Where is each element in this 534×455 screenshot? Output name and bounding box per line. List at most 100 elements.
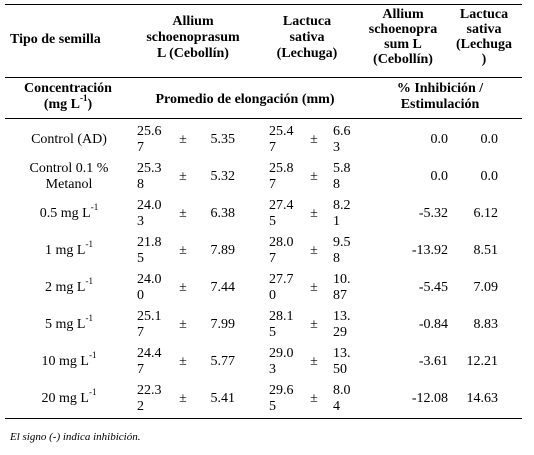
allium-sd: 7.89	[210, 243, 236, 258]
allium-mean-line2: 5	[137, 251, 144, 266]
row-label: 1 mg L-1	[10, 240, 128, 259]
allium-percent: -0.84	[418, 317, 448, 332]
row-label: 5 mg L-1	[10, 314, 128, 333]
header-concentracion: Concentración (mg L-1)	[8, 81, 128, 113]
allium-mean-line1: 25.1	[137, 309, 162, 324]
row-label-exponent: -1	[90, 202, 99, 213]
allium-percent: -5.45	[418, 280, 448, 295]
header-lactuca-1-line3: (Lechuga)	[276, 46, 338, 61]
allium-sd: 6.38	[210, 206, 236, 221]
lactuca-sd-line2: 8	[333, 251, 340, 266]
allium-mean: 24.0 3	[137, 198, 162, 230]
row-label-text-line2: Metanol	[45, 177, 93, 192]
allium-mean: 22.3 2	[137, 383, 162, 415]
header-concentracion-unit-exponent: -1	[80, 93, 88, 104]
row-label-text: 10 mg L	[41, 354, 89, 369]
footnote: El signo (-) indica inhibición.	[10, 431, 141, 443]
allium-plus-minus: ±	[179, 243, 187, 258]
allium-mean-line2: 3	[137, 214, 144, 229]
allium-percent: -3.61	[418, 354, 448, 369]
lactuca-percent: 14.63	[466, 391, 499, 406]
header-allium-2-line4: (Cebollín)	[373, 52, 433, 67]
allium-mean-line1: 25.6	[137, 124, 162, 139]
lactuca-mean-line1: 27.7	[269, 272, 294, 287]
lactuca-mean-line1: 29.6	[269, 383, 294, 398]
lactuca-mean-line1: 28.1	[269, 309, 294, 324]
allium-sd: 5.77	[210, 354, 236, 369]
lactuca-plus-minus: ±	[310, 132, 318, 147]
allium-mean: 25.1 7	[137, 309, 162, 341]
lactuca-percent: 8.83	[473, 317, 499, 332]
allium-sd: 5.35	[210, 132, 236, 147]
allium-mean: 21.8 5	[137, 235, 162, 267]
row-label-text: 1 mg L	[45, 243, 86, 258]
allium-mean: 25.3 8	[137, 161, 162, 193]
lactuca-sd: 13. 50	[333, 346, 359, 378]
lactuca-sd: 8.2 1	[333, 198, 359, 230]
row-label: 20 mg L-1	[10, 388, 128, 407]
allium-percent: -13.92	[411, 243, 448, 258]
lactuca-sd: 8.0 4	[333, 383, 359, 415]
row-label-exponent: -1	[88, 350, 97, 361]
lactuca-sd: 5.8 8	[333, 161, 359, 193]
header-inhibicion-line1: % Inhibición /	[396, 81, 484, 96]
header-lactuca-1-line2: sativa	[289, 30, 325, 45]
header-allium-1-line1: Allium	[172, 14, 214, 29]
row-label: Control (AD)	[10, 132, 128, 148]
lactuca-plus-minus: ±	[310, 243, 318, 258]
allium-mean: 24.4 7	[137, 346, 162, 378]
allium-mean-line2: 7	[137, 362, 144, 377]
row-label: Control 0.1 % Metanol	[10, 161, 128, 193]
lactuca-percent: 12.21	[466, 354, 499, 369]
header-allium-1-line3: L (Cebollín)	[157, 46, 229, 61]
allium-percent: 0.0	[430, 169, 449, 184]
lactuca-plus-minus: ±	[310, 354, 318, 369]
header-concentracion-line2: (mg L-1)	[8, 94, 128, 113]
allium-plus-minus: ±	[179, 169, 187, 184]
header-promedio: Promedio de elongación (mm)	[155, 92, 335, 107]
lactuca-mean-line2: 5	[269, 214, 276, 229]
header-allium-2: Allium schoenopra sum L (Cebollín)	[358, 7, 448, 67]
allium-sd: 5.32	[210, 169, 236, 184]
allium-plus-minus: ±	[179, 391, 187, 406]
lactuca-sd-line1: 8.0	[333, 383, 351, 398]
header-tipo-semilla: Tipo de semilla	[10, 32, 101, 47]
header-lactuca-2-line2: sativa	[466, 22, 502, 37]
top-rule	[5, 4, 522, 5]
row-label-exponent: -1	[85, 239, 93, 250]
lactuca-sd: 10. 87	[333, 272, 359, 304]
lactuca-plus-minus: ±	[310, 206, 318, 221]
allium-mean-line2: 2	[137, 399, 144, 414]
lactuca-percent: 6.12	[473, 206, 499, 221]
header-lactuca-2-line3: (Lechuga	[456, 37, 512, 52]
allium-mean: 24.0 0	[137, 272, 162, 304]
allium-plus-minus: ±	[179, 317, 187, 332]
allium-mean-line1: 24.0	[137, 198, 162, 213]
lactuca-sd-line1: 5.8	[333, 161, 351, 176]
row-label: 0.5 mg L-1	[10, 203, 128, 222]
lactuca-mean: 29.6 5	[269, 383, 294, 415]
lactuca-sd-line1: 13.	[333, 346, 351, 361]
lactuca-sd-line2: 3	[333, 140, 340, 155]
row-label-text: 20 mg L	[41, 391, 89, 406]
lactuca-mean: 28.1 5	[269, 309, 294, 341]
header-allium-2-line1: Allium	[382, 7, 424, 22]
lactuca-plus-minus: ±	[310, 391, 318, 406]
allium-plus-minus: ±	[179, 206, 187, 221]
allium-mean-line1: 25.3	[137, 161, 162, 176]
lactuca-mean-line1: 27.4	[269, 198, 294, 213]
header-concentracion-unit-close: )	[87, 97, 93, 112]
allium-percent: -12.08	[411, 391, 448, 406]
header-allium-2-line2: schoenopra	[368, 22, 438, 37]
lactuca-sd-line2: 4	[333, 399, 340, 414]
lactuca-mean-line2: 5	[269, 399, 276, 414]
header-concentracion-unit: (mg L	[43, 97, 80, 112]
lactuca-mean-line1: 25.4	[269, 124, 294, 139]
lactuca-sd-line1: 6.6	[333, 124, 351, 139]
allium-plus-minus: ±	[179, 132, 187, 147]
lactuca-sd-line2: 50	[333, 362, 347, 377]
allium-percent: 0.0	[430, 132, 449, 147]
allium-mean-line2: 0	[137, 288, 144, 303]
lactuca-mean-line1: 28.0	[269, 235, 294, 250]
